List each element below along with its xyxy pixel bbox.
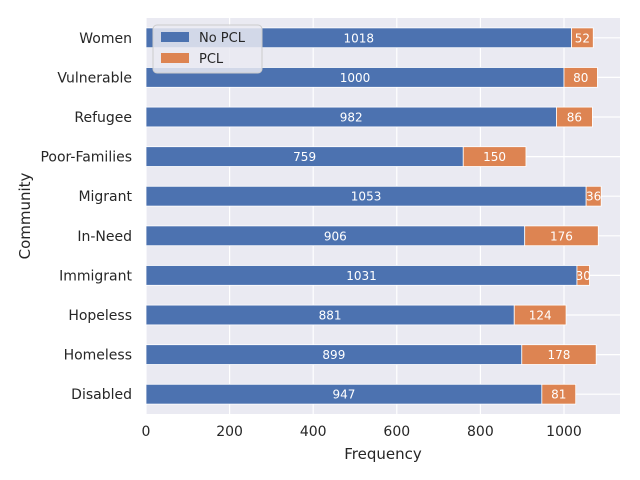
bar-value-label: 30 <box>576 269 591 283</box>
bar-pcl <box>462 146 527 167</box>
x-tick-label: 200 <box>216 424 243 440</box>
x-tick-labels: 0 200 400 600 800 1000 <box>142 424 582 440</box>
bars <box>145 27 602 405</box>
y-tick-label: Vulnerable <box>57 70 132 86</box>
bar-pcl <box>541 383 577 405</box>
bar-value-label: 982 <box>340 111 363 125</box>
y-tick-label: Poor-Families <box>40 150 132 166</box>
bar-value-label: 947 <box>332 388 355 402</box>
bar-pcl <box>585 185 602 207</box>
bar-pcl <box>556 106 593 128</box>
x-tick-label: 0 <box>142 424 151 440</box>
bar-value-label: 899 <box>322 348 345 362</box>
y-tick-label: Women <box>79 31 132 47</box>
legend-label: PCL <box>199 52 224 67</box>
bar-value-label: 150 <box>483 150 506 164</box>
x-tick-label: 400 <box>300 424 327 440</box>
x-tick-label: 800 <box>467 424 494 440</box>
x-tick-label: 600 <box>383 424 410 440</box>
bar-labels: 1018 52 1000 80 982 86 759 150 1053 36 906 176 1031 3… <box>293 31 601 401</box>
x-axis-title: Frequency <box>344 445 422 463</box>
bar-value-label: 80 <box>573 71 588 85</box>
bar-value-label: 81 <box>551 388 566 402</box>
bar-pcl <box>524 225 599 247</box>
bar-value-label: 906 <box>324 229 347 243</box>
bar-value-label: 1053 <box>351 190 382 204</box>
bar-value-label: 36 <box>586 190 601 204</box>
bar-pcl <box>563 67 598 88</box>
y-tick-label: Refugee <box>74 110 132 126</box>
y-tick-labels: Women Vulnerable Refugee Poor-Families Migra… <box>40 31 132 403</box>
y-tick-label: Hopeless <box>68 308 132 324</box>
bar-value-label: 1031 <box>346 269 377 283</box>
bar-value-label: 1000 <box>340 71 371 85</box>
x-tick-label: 1000 <box>546 424 582 440</box>
bar-pcl <box>571 27 594 49</box>
legend-swatch <box>161 53 189 63</box>
bar-value-label: 52 <box>575 31 590 45</box>
bar-value-label: 759 <box>293 150 316 164</box>
y-tick-label: In-Need <box>77 229 132 245</box>
legend: No PCL PCL <box>152 24 263 74</box>
bar-value-label: 124 <box>529 309 552 323</box>
legend-label: No PCL <box>199 31 246 46</box>
bar-value-label: 176 <box>550 229 573 243</box>
bar-value-label: 881 <box>319 309 342 323</box>
legend-swatch <box>161 32 189 42</box>
bar-pcl <box>576 265 590 286</box>
y-tick-label: Migrant <box>78 189 132 205</box>
y-tick-label: Immigrant <box>59 268 132 284</box>
bar-value-label: 86 <box>567 111 582 125</box>
y-axis-title: Community <box>16 172 34 259</box>
bar-pcl <box>521 344 597 365</box>
y-tick-label: Disabled <box>71 387 132 403</box>
bar-value-label: 178 <box>548 348 571 362</box>
bar-pcl <box>513 304 567 326</box>
bar-value-label: 1018 <box>343 31 374 45</box>
y-tick-label: Homeless <box>64 348 132 364</box>
